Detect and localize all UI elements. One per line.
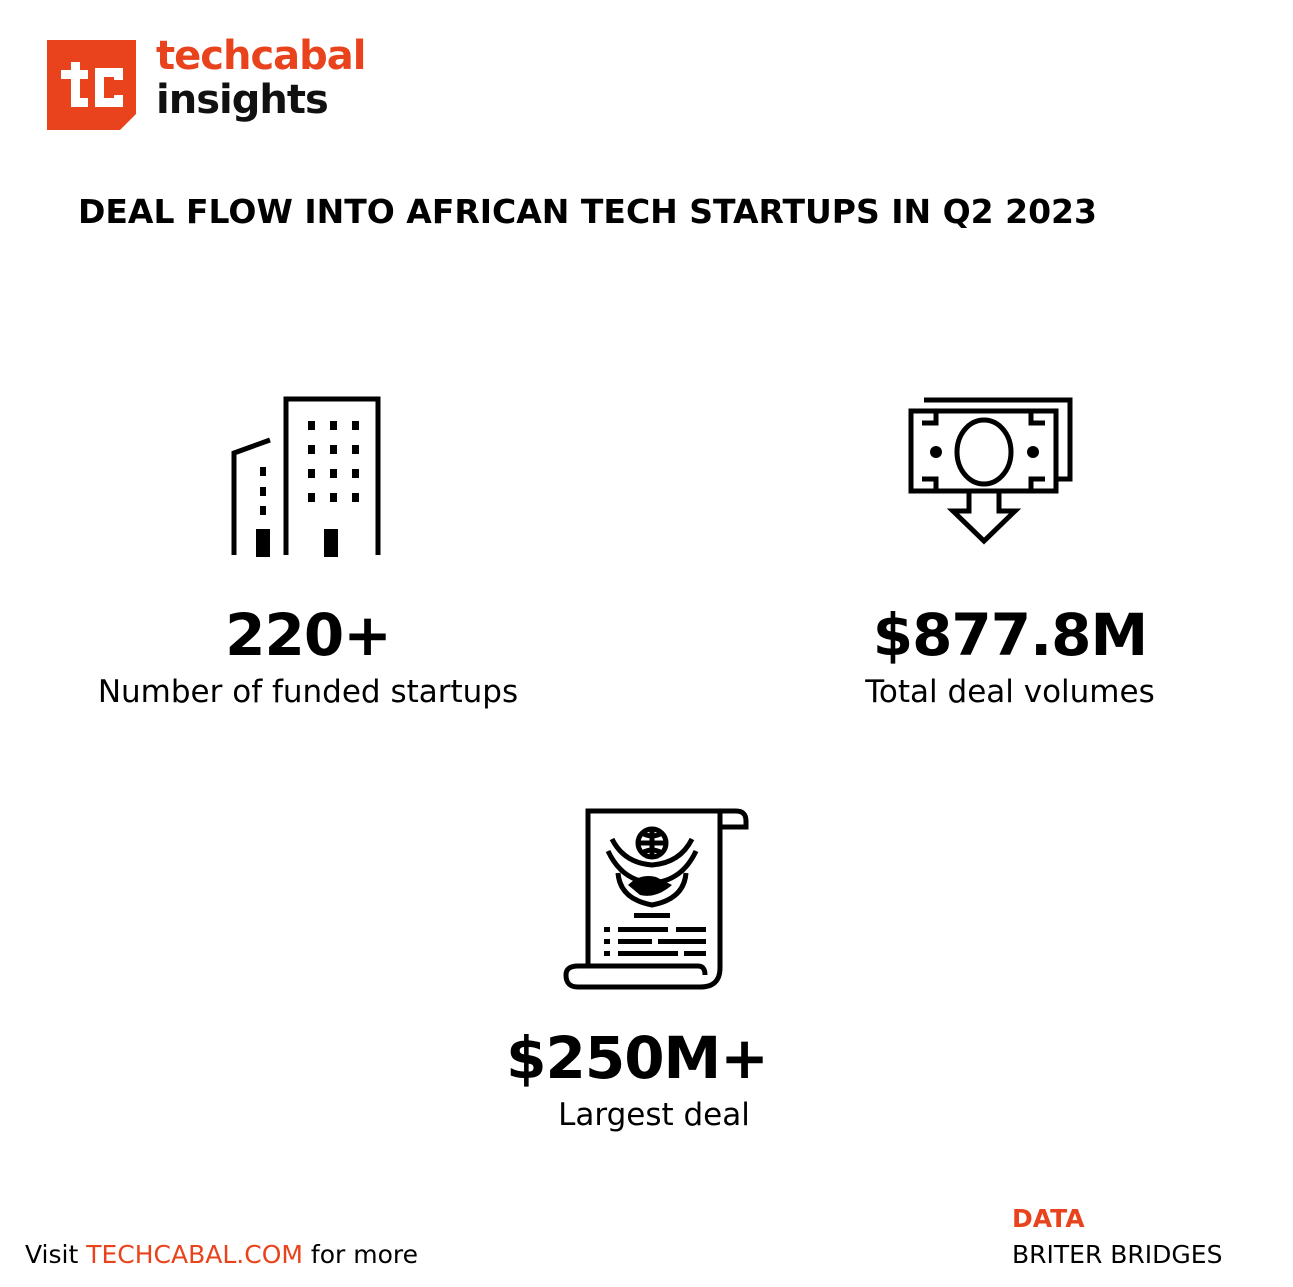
stat-value-largest-deal: $250M+ — [506, 1024, 769, 1092]
stat-label-funded-startups: Number of funded startups — [97, 674, 519, 710]
data-label: DATA — [1012, 1204, 1085, 1233]
techcabal-logo-icon — [47, 40, 136, 130]
brand-name: techcabal — [156, 33, 366, 79]
stat-label-deal-volume: Total deal volumes — [865, 674, 1155, 710]
building-icon — [231, 396, 381, 557]
stat-label-largest-deal: Largest deal — [558, 1097, 750, 1133]
stat-value-deal-volume: $877.8M — [872, 601, 1149, 669]
certificate-scroll-icon — [563, 808, 749, 990]
footer-more-text: for more — [310, 1240, 418, 1269]
page-title: DEAL FLOW INTO AFRICAN TECH STARTUPS IN … — [78, 192, 1097, 231]
data-source: BRITER BRIDGES — [1012, 1240, 1223, 1269]
footer-visit: Visit TECHCABAL.COM for more — [25, 1240, 418, 1269]
money-down-icon — [908, 397, 1073, 545]
brand-logo: techcabal insights — [47, 33, 407, 132]
footer-visit-text: Visit — [25, 1240, 79, 1269]
brand-subname: insights — [156, 77, 329, 123]
footer-site-link[interactable]: TECHCABAL.COM — [86, 1240, 303, 1269]
stat-value-funded-startups: 220+ — [225, 601, 392, 669]
